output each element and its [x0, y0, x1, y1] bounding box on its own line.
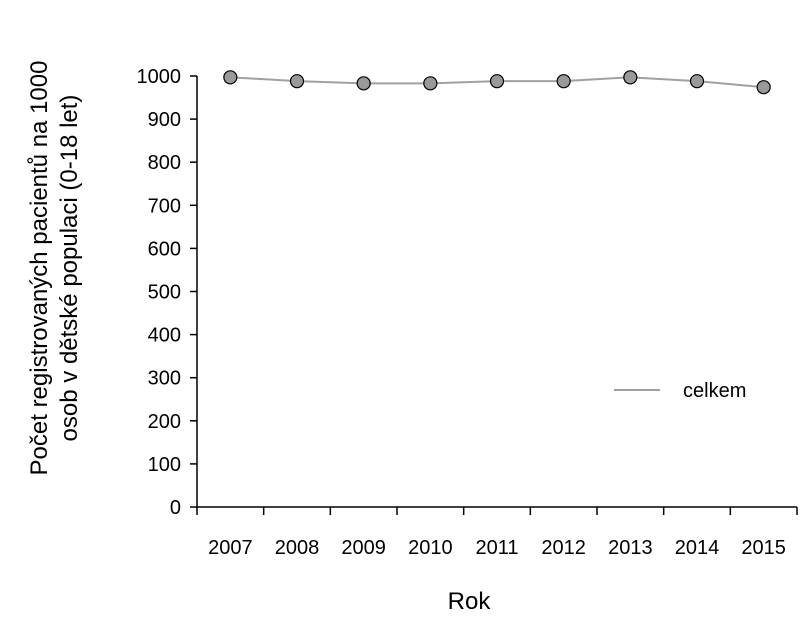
x-axis-title: Rok [448, 588, 492, 615]
x-tick-label: 2014 [675, 537, 720, 559]
x-axis: 2007 2008 2009 2010 2011 2012 2013 2014 2015 [196, 506, 798, 559]
legend-label-celkem: celkem [683, 380, 746, 402]
y-tick-label: 400 [148, 325, 181, 347]
x-tick-label: 2010 [408, 537, 453, 559]
x-tick-label: 2008 [275, 537, 320, 559]
x-tick-label: 2009 [341, 537, 386, 559]
y-axis-title: Počet registrovaných pacientů na 1000 os… [26, 61, 83, 476]
x-tick-label: 2012 [541, 537, 586, 559]
y-tick-label: 1000 [137, 66, 182, 88]
data-point [223, 70, 238, 85]
data-point [756, 80, 771, 95]
y-axis: 0 100 200 300 400 500 600 700 800 900 1000 [137, 66, 198, 519]
x-tick-label: 2007 [208, 537, 253, 559]
data-point [689, 74, 705, 89]
y-axis-title-line-2: osob v dětské populaci (0-18 let) [56, 95, 83, 442]
x-tick-label: 2013 [608, 537, 653, 559]
y-tick-label: 600 [148, 238, 181, 260]
data-point [423, 76, 438, 91]
x-tick-label: 2015 [741, 537, 786, 559]
y-tick-label: 900 [148, 109, 181, 131]
data-point [356, 76, 371, 91]
y-tick-label: 700 [148, 195, 181, 217]
y-tick-label: 200 [148, 411, 181, 433]
y-tick-label: 0 [170, 497, 181, 519]
data-point [556, 74, 571, 89]
data-point [623, 70, 638, 85]
y-tick-label: 800 [148, 152, 181, 174]
y-tick-label: 500 [148, 282, 181, 304]
x-tick-label: 2011 [475, 537, 518, 559]
legend: celkem [614, 380, 746, 402]
y-ticks: 0 100 200 300 400 500 600 700 800 900 1000 [137, 66, 197, 519]
x-ticks: 2007 2008 2009 2010 2011 2012 2013 2014 2015 [196, 507, 798, 559]
y-axis-title-line-1: Počet registrovaných pacientů na 1000 [26, 61, 53, 476]
data-point [289, 74, 305, 89]
data-point [489, 74, 505, 89]
y-tick-label: 100 [148, 454, 181, 476]
y-tick-label: 300 [148, 368, 181, 390]
series-layer [223, 70, 771, 95]
